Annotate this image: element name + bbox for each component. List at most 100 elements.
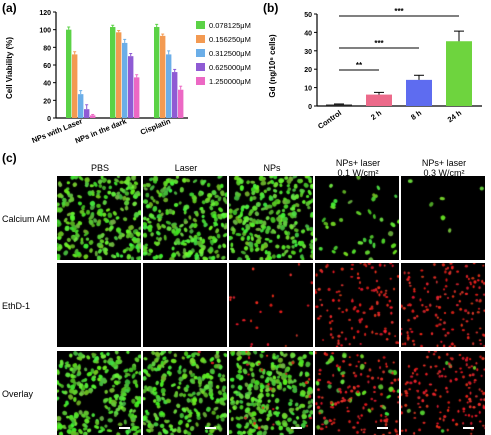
chart-b-bar	[406, 79, 432, 106]
chart-a-legend-swatch	[196, 63, 205, 71]
chart-a-bar	[78, 94, 84, 118]
micrograph-image	[57, 263, 141, 347]
micrograph-cells	[143, 351, 227, 435]
micrograph-image	[315, 263, 399, 347]
micrograph-column-header: NPs	[263, 163, 281, 173]
chart-a-ytick-label: 40	[43, 81, 51, 88]
chart-a-bar	[122, 42, 128, 118]
chart-a-legend-label: 0.625000μM	[209, 63, 251, 72]
chart-b-xtick-label: Control	[316, 108, 343, 131]
chart-a-bar	[66, 29, 72, 119]
chart-b-sig-label: **	[356, 61, 363, 70]
chart-a-bar	[134, 77, 140, 118]
micrograph-image	[143, 176, 227, 260]
micrograph-column-header: NPs+ laser 0.3 W/cm²	[421, 158, 467, 178]
chart-a-legend-swatch	[196, 21, 205, 29]
chart-b-xtick-label: 24 h	[446, 108, 464, 124]
micrograph-column-header: NPs+ laser 0.1 W/cm²	[335, 158, 381, 178]
chart-a-legend-label: 0.078125μM	[209, 21, 251, 30]
micrograph-image	[401, 176, 485, 260]
chart-a-legend-swatch	[196, 35, 205, 43]
micrograph-grid: PBS Laser NPs NPs+ laser 0.1 W/cm² NPs+ lase…	[2, 158, 486, 435]
chart-b-ytick-label: 0	[308, 104, 312, 111]
micrograph-cells	[229, 176, 313, 260]
scale-bar	[291, 427, 302, 429]
micrograph-image	[315, 351, 399, 435]
micrograph-row-label: EthD-1	[2, 301, 31, 311]
micrograph-image	[401, 351, 485, 435]
chart-a-bar	[166, 54, 172, 118]
chart-b-ytick-label: 50	[304, 12, 312, 19]
chart-a-ytick-label: 60	[43, 63, 51, 70]
micrograph-cells	[57, 351, 141, 435]
chart-b-bar	[366, 94, 392, 106]
micrograph-column-header: Laser	[174, 163, 198, 173]
micrograph-cells	[315, 351, 399, 435]
chart-a-bar	[128, 56, 134, 118]
chart-a-ylabel: Cell Viability (%)	[5, 37, 14, 99]
chart-b-bar	[326, 104, 352, 106]
chart-a-legend-label: 1.250000μM	[209, 77, 251, 86]
micrograph-column-header: PBS	[90, 163, 109, 173]
chart-b-xtick-label: 8 h	[409, 108, 423, 122]
micrograph-row-label: Calcium AM	[2, 214, 51, 224]
micrograph-cells	[315, 176, 399, 260]
scale-bar	[205, 427, 216, 429]
micrograph-cells	[57, 263, 141, 347]
chart-a-legend-label: 0.312500μM	[209, 49, 251, 58]
chart-a-bar	[110, 27, 116, 119]
panel-label-b: (b)	[263, 1, 279, 15]
micrograph-cells	[229, 351, 313, 435]
chart-b-ytick-label: 10	[304, 86, 312, 93]
micrograph-cells	[57, 176, 141, 260]
micrograph-image	[229, 176, 313, 260]
chart-b-ylabel: Gd (ng/10⁶ cells)	[268, 34, 277, 98]
micrograph-image	[57, 351, 141, 435]
chart-b-ytick-label: 40	[304, 30, 312, 37]
panel-label-c: (c)	[2, 151, 17, 165]
chart-a-legend-swatch	[196, 49, 205, 57]
micrograph-cells	[143, 263, 227, 347]
chart-a-ytick-label: 0	[47, 116, 51, 123]
micrograph-image	[401, 263, 485, 347]
micrograph-cells	[401, 176, 485, 260]
chart-a-ytick-label: 100	[39, 28, 51, 35]
micrograph-cells	[315, 263, 399, 347]
micrograph-image	[229, 263, 313, 347]
chart-a-legend-label: 0.156250μM	[209, 35, 251, 44]
chart-a-legend-swatch	[196, 77, 205, 85]
chart-a-ytick-label: 120	[39, 10, 51, 17]
chart-a-bar	[154, 27, 160, 119]
chart-a-bar	[178, 89, 184, 118]
scale-bar	[463, 427, 474, 429]
chart-b-sig-label: ***	[374, 39, 384, 48]
micrograph-row-label: Overlay	[2, 389, 34, 399]
chart-a-bar	[172, 72, 178, 118]
chart-a-ytick-label: 80	[43, 45, 51, 52]
chart-a-bar	[90, 115, 96, 118]
micrograph-image	[315, 176, 399, 260]
chart-b-sig-label: ***	[394, 7, 404, 16]
chart-b-ytick-label: 30	[304, 49, 312, 56]
chart-a-xtick-label: Cisplatin	[139, 116, 172, 136]
panel-label-a: (a)	[2, 1, 17, 15]
chart-a-bar	[72, 54, 78, 118]
micrograph-cells	[401, 351, 485, 435]
scale-bar	[377, 427, 388, 429]
chart-a-ytick-label: 20	[43, 98, 51, 105]
micrograph-cells	[229, 263, 313, 347]
micrograph-cells	[401, 263, 485, 347]
chart-b-xtick-label: 2 h	[369, 108, 383, 122]
micrograph-image	[143, 263, 227, 347]
micrograph-image	[57, 176, 141, 260]
chart-b-gd-uptake: Gd (ng/10⁶ cells) 0 10 20 30 40 50 Control 2 h…	[268, 7, 482, 131]
chart-b-bar	[446, 41, 472, 107]
micrograph-cells	[143, 176, 227, 260]
scale-bar	[119, 427, 130, 429]
micrograph-image	[143, 351, 227, 435]
chart-a-bar	[160, 35, 166, 118]
micrograph-image	[229, 351, 313, 435]
chart-b-ytick-label: 20	[304, 67, 312, 74]
chart-a-bar	[116, 32, 122, 118]
